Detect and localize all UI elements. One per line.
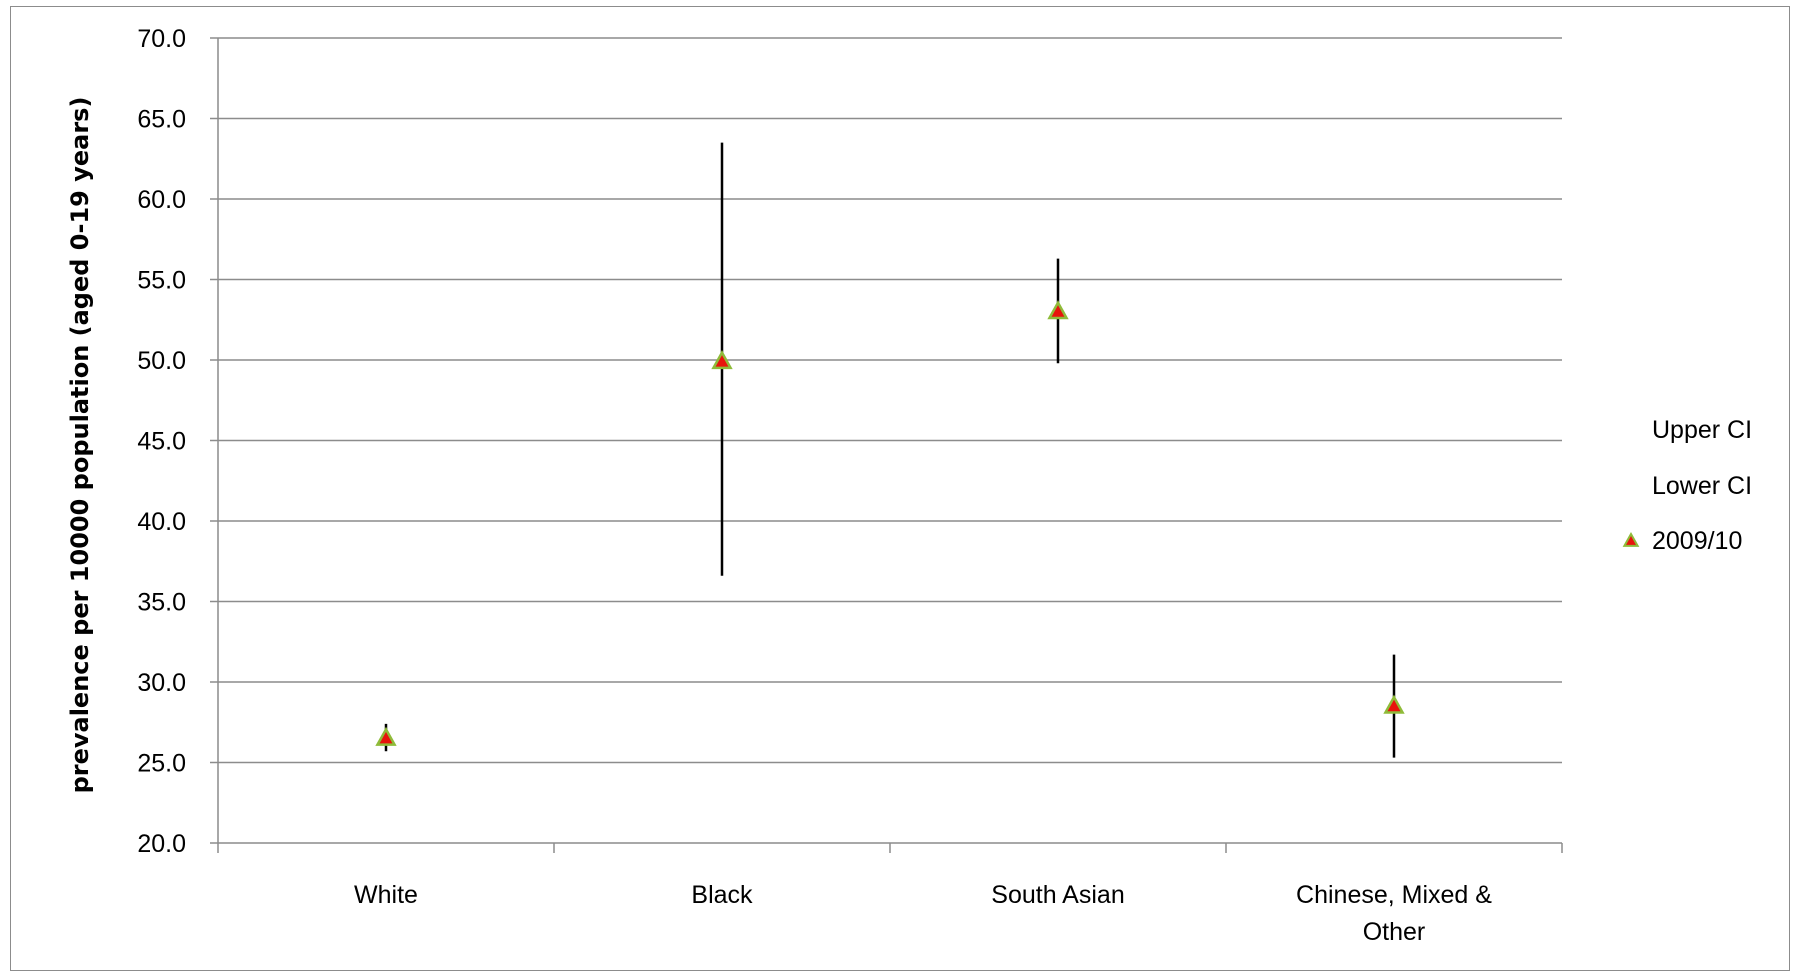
x-tick-label: South Asian	[991, 881, 1124, 909]
y-tick-label: 35.0	[137, 589, 186, 617]
y-tick-label: 40.0	[137, 508, 186, 536]
chart-frame	[10, 6, 1790, 971]
y-tick-label: 70.0	[137, 25, 186, 53]
legend-label: 2009/10	[1652, 527, 1742, 555]
error-bars-layer	[384, 142, 1396, 758]
y-tick-label: 50.0	[137, 347, 186, 375]
grid-layer	[218, 37, 1562, 764]
x-tick-label: Black	[691, 881, 753, 909]
y-tick-label: 55.0	[137, 267, 186, 295]
y-tick-label: 30.0	[137, 669, 186, 697]
markers-layer	[375, 300, 1405, 746]
x-tick-label: Other	[1363, 918, 1426, 946]
data-point-marker	[711, 350, 733, 370]
y-tick-label: 60.0	[137, 186, 186, 214]
data-point-marker	[1383, 694, 1405, 714]
legend-label: Lower CI	[1652, 472, 1752, 500]
y-axis-label: prevalence per 10000 population (aged 0-…	[66, 97, 94, 794]
data-point-marker	[1047, 300, 1069, 320]
y-tick-label: 65.0	[137, 106, 186, 134]
y-tick-label: 20.0	[137, 830, 186, 858]
legend: Upper CI Lower CI 2009/10	[1622, 416, 1752, 555]
y-tick-label: 25.0	[137, 750, 186, 778]
legend-marker	[1622, 531, 1640, 547]
legend-label: Upper CI	[1652, 416, 1752, 444]
data-point-marker	[375, 726, 397, 746]
y-tick-label: 45.0	[137, 428, 186, 456]
axis-layer: 20.0 25.0 30.0 35.0 40.0 45.0 50.0 55.0 60.0 65.0…	[137, 25, 1563, 946]
x-tick-label: Chinese, Mixed &	[1296, 881, 1492, 909]
x-tick-label: White	[354, 881, 418, 909]
